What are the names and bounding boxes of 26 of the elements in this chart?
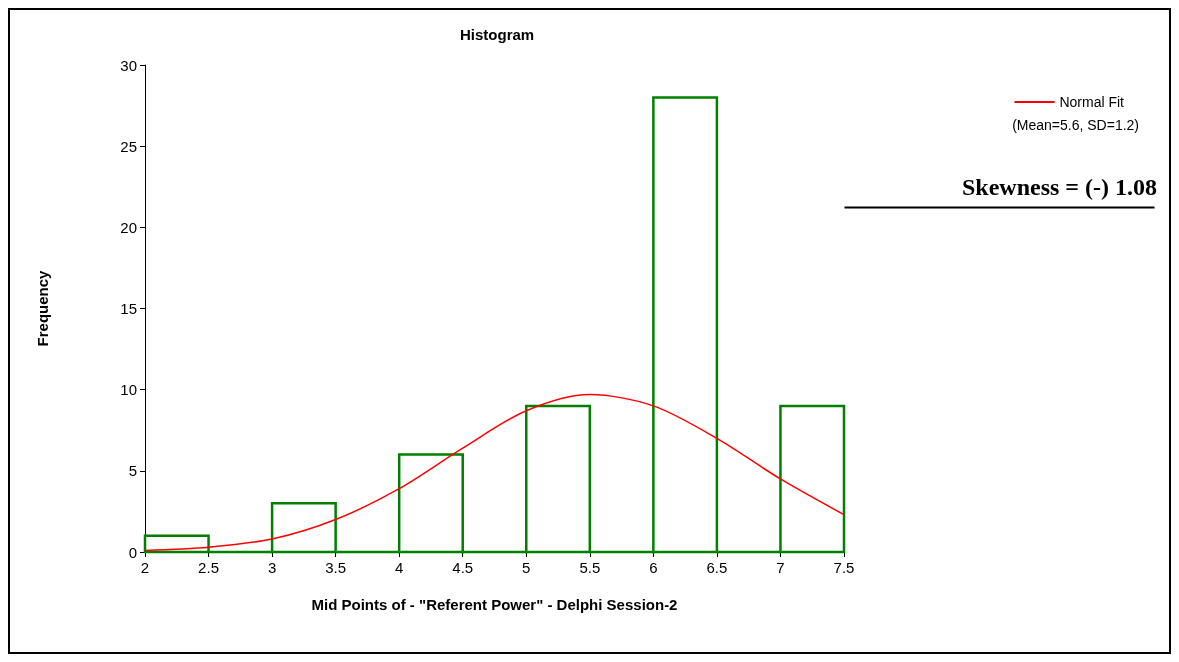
y-tick-label: 0 <box>128 543 137 561</box>
y-tick-label: 25 <box>120 137 137 155</box>
y-tick-label: 20 <box>120 218 137 236</box>
y-axis-title: Frequency <box>34 269 51 347</box>
x-tick-label: 5 <box>522 559 531 576</box>
x-tick-label: 3 <box>267 559 277 576</box>
x-tick-label: 2 <box>140 559 150 576</box>
legend-label: Normal Fit <box>1059 94 1125 110</box>
x-tick-label: 2.5 <box>198 559 219 576</box>
chart-title: Histogram <box>460 26 535 43</box>
x-tick-label: 4 <box>395 559 404 576</box>
x-tick-label: 3.5 <box>325 559 347 576</box>
x-tick-label: 5.5 <box>579 559 601 576</box>
x-tick-label: 7 <box>776 559 785 576</box>
y-tick-label: 30 <box>120 56 137 74</box>
text: (Mean=5.6, SD=1.2) <box>1012 117 1140 133</box>
x-tick-label: 6.5 <box>706 559 728 576</box>
y-tick-label: 5 <box>128 462 137 480</box>
x-axis-title: Mid Points of - "Referent Power" - Delphi Session-2 <box>311 596 678 613</box>
y-tick-label: 15 <box>120 300 137 317</box>
y-tick-label: 10 <box>120 381 137 399</box>
x-tick-label: 4.5 <box>452 559 474 576</box>
text: Skewness = (-) 1.08 <box>961 174 1157 200</box>
x-tick-label: 6 <box>649 559 658 576</box>
line-series <box>144 393 845 552</box>
x-tick-label: 7.5 <box>833 559 855 576</box>
